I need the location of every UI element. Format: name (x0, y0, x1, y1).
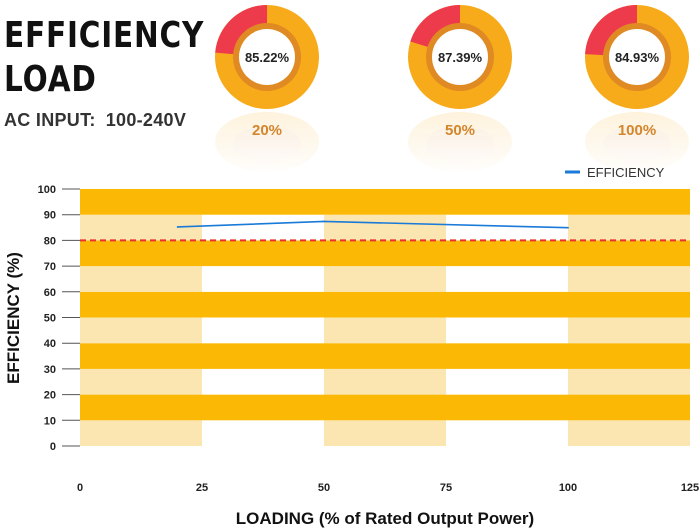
donut-load-label: 20% (252, 122, 282, 139)
background-band (202, 368, 324, 395)
ac-input-value: 100-240V (105, 110, 187, 130)
y-tick-label: 40 (44, 338, 56, 350)
donut-gauge: 87.39% 50% (406, 5, 514, 178)
background-band (202, 317, 324, 344)
donut-value: 85.22% (245, 50, 290, 65)
donut-value: 87.39% (438, 50, 483, 65)
background-band (568, 420, 690, 446)
background-band (80, 291, 202, 318)
y-tick-label: 60 (44, 287, 56, 299)
data-point (323, 220, 325, 223)
x-tick-label: 75 (440, 482, 452, 494)
donut-gauge: 85.22% 20% (213, 5, 321, 178)
background-band (568, 240, 690, 267)
donut-center (239, 29, 295, 85)
background-band (568, 343, 690, 369)
x-tick-label: 125 (681, 482, 699, 494)
background-band (568, 394, 690, 421)
y-tick-label: 80 (44, 235, 56, 247)
background-band (324, 420, 446, 446)
y-tick-label: 90 (44, 210, 56, 222)
title-line-1: EFFICIENCY (4, 15, 205, 56)
background-band (324, 291, 446, 318)
y-axis: 0 10 20 30 40 50 60 70 80 90 100 (38, 184, 80, 453)
donut-value: 84.93% (615, 50, 660, 65)
y-tick-label: 100 (38, 184, 56, 196)
background-band (80, 189, 202, 215)
background-band (446, 240, 568, 267)
background-band (446, 420, 568, 446)
chart-background-bands (80, 189, 690, 446)
page-title: EFFICIENCY LOAD (4, 14, 204, 102)
x-axis-label: LOADING (% of Rated Output Power) (236, 509, 534, 528)
background-band (202, 291, 324, 318)
background-band (324, 214, 446, 241)
x-tick-label: 50 (318, 482, 330, 494)
background-band (446, 343, 568, 369)
y-tick-label: 20 (44, 390, 56, 402)
donut-center (609, 29, 665, 85)
y-tick-label: 70 (44, 261, 56, 273)
background-band (446, 266, 568, 292)
ac-input-spec: AC INPUT: 100-240V (4, 110, 186, 131)
background-band (446, 291, 568, 318)
background-band (202, 189, 324, 215)
y-tick-label: 10 (44, 415, 56, 427)
background-band (446, 368, 568, 395)
background-band (80, 368, 202, 395)
background-band (324, 317, 446, 344)
donut-load-label: 50% (445, 122, 475, 139)
background-band (446, 317, 568, 344)
x-tick-label: 0 (77, 482, 83, 494)
background-band (568, 368, 690, 395)
legend: EFFICIENCY (565, 165, 665, 180)
y-tick-label: 30 (44, 364, 56, 376)
background-band (202, 420, 324, 446)
donut-gauges: 85.22% 20% 87.39% 50% 84.93% 100% (213, 5, 691, 178)
donut-center (432, 29, 488, 85)
background-band (80, 343, 202, 369)
series-layer (80, 220, 690, 242)
y-tick-label: 0 (50, 441, 56, 453)
donut-gauge: 84.93% 100% (583, 5, 691, 178)
data-point (567, 226, 569, 229)
legend-label: EFFICIENCY (587, 165, 665, 180)
background-band (202, 214, 324, 241)
line-chart: 0 10 20 30 40 50 60 70 80 90 100 0 25 50 75 100 125 EFF… (4, 165, 699, 528)
background-band (568, 214, 690, 241)
x-tick-label: 25 (196, 482, 208, 494)
background-band (80, 266, 202, 292)
background-band (80, 240, 202, 267)
background-band (202, 240, 324, 267)
donut-load-label: 100% (618, 122, 656, 139)
background-band (324, 189, 446, 215)
x-axis: 0 25 50 75 100 125 (77, 482, 699, 494)
background-band (568, 291, 690, 318)
background-band (324, 394, 446, 421)
data-point (176, 226, 179, 228)
background-band (324, 266, 446, 292)
background-band (80, 420, 202, 446)
y-tick-label: 50 (44, 313, 56, 325)
background-band (202, 266, 324, 292)
background-band (568, 189, 690, 215)
background-band (568, 317, 690, 344)
background-band (324, 368, 446, 395)
background-band (568, 266, 690, 292)
background-band (446, 189, 568, 215)
y-axis-label: EFFICIENCY (%) (4, 252, 23, 384)
x-tick-label: 100 (559, 482, 577, 494)
ac-input-label: AC INPUT: (4, 110, 96, 130)
background-band (324, 240, 446, 267)
background-band (202, 394, 324, 421)
title-line-2: LOAD (4, 59, 97, 100)
background-band (324, 343, 446, 369)
background-band (80, 317, 202, 344)
background-band (202, 343, 324, 369)
background-band (80, 394, 202, 421)
background-band (446, 394, 568, 421)
